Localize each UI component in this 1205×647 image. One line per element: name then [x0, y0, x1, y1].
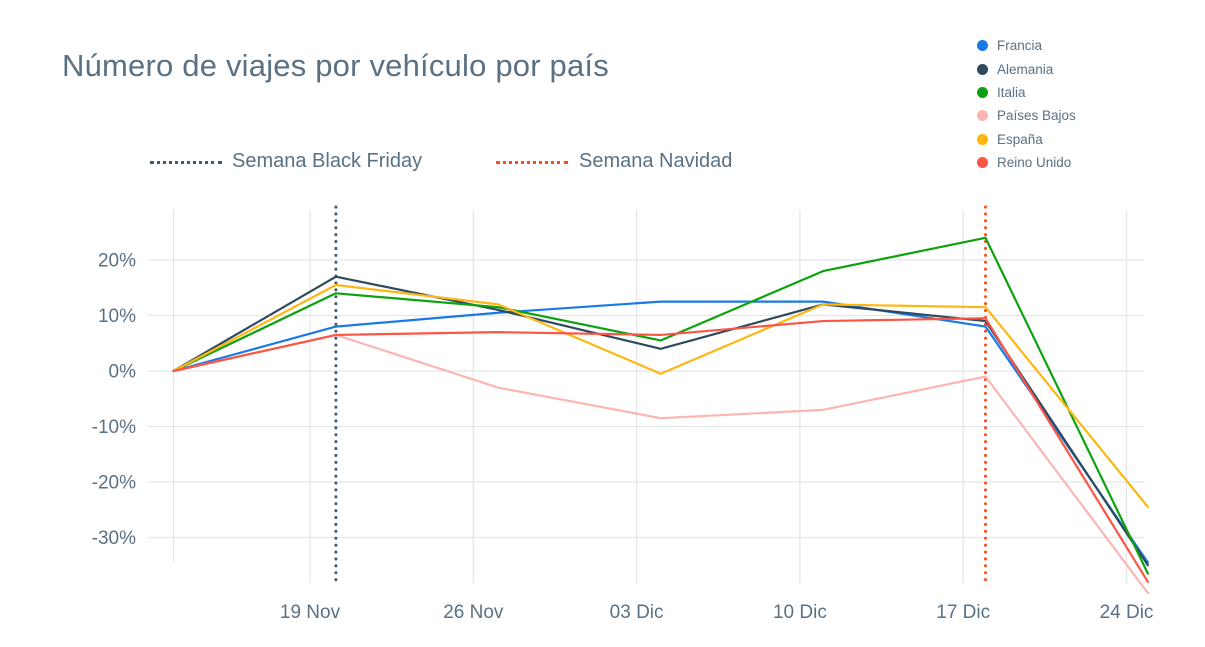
legend-label: España: [997, 131, 1043, 147]
series-lines: [172, 236, 1150, 595]
x-axis-tick-label: 10 Dic: [773, 602, 827, 623]
y-axis-tick-label: 20%: [98, 251, 136, 272]
series-line-reino-unido: [172, 317, 1150, 584]
legend-dot-icon: [977, 133, 988, 145]
chart-title: Número de viajes por vehículo por país: [62, 48, 609, 83]
series-line-espana: [172, 283, 1150, 509]
y-axis-tick-label: -20%: [92, 473, 136, 494]
legend-label: Alemania: [997, 61, 1054, 77]
y-axis-tick-label: 10%: [98, 306, 136, 327]
legend-label: Reino Unido: [997, 155, 1072, 171]
annotation-dotted-line-icon: [496, 161, 568, 164]
x-axis-tick-label: 24 Dic: [1100, 602, 1154, 623]
series-line-italia: [172, 236, 1150, 575]
legend-label: Francia: [997, 38, 1043, 54]
annotation-lines: [334, 205, 987, 586]
x-axis-tick-label: 26 Nov: [443, 602, 504, 623]
legend-dot-icon: [977, 157, 988, 169]
legend-item-espana: España: [977, 128, 1076, 151]
annotation-label-semana-black-friday: Semana Black Friday: [232, 150, 423, 172]
legend-item-alemania: Alemania: [977, 57, 1076, 80]
annotation-dotted-line-icon: [150, 161, 222, 164]
vertical-gridlines: [172, 210, 1128, 583]
annotation-legend: Semana Black Friday Semana Navidad: [0, 150, 1205, 176]
y-axis-labels: 20% 10% 0% -10% -20% -30%: [92, 251, 136, 550]
legend-label: Italia: [997, 84, 1026, 100]
annotation-label-semana-navidad: Semana Navidad: [579, 150, 733, 172]
legend-item-reino-unido: Reino Unido: [977, 151, 1076, 174]
legend-dot-icon: [977, 110, 988, 122]
series-line-alemania: [172, 275, 1150, 567]
legend-dot-icon: [977, 86, 988, 98]
y-axis-tick-label: -30%: [92, 528, 136, 549]
x-axis-tick-label: 03 Dic: [610, 602, 664, 623]
horizontal-gridlines: [148, 259, 1144, 539]
legend-item-francia: Francia: [977, 34, 1076, 57]
legend-item-italia: Italia: [977, 81, 1076, 104]
legend-label: Países Bajos: [997, 108, 1076, 124]
x-axis-tick-label: 17 Dic: [936, 602, 990, 623]
x-axis-labels: 19 Nov 26 Nov 03 Dic 10 Dic 17 Dic 24 Dic: [280, 602, 1154, 623]
y-axis-tick-label: 0%: [109, 362, 137, 383]
series-line-francia: [172, 300, 1150, 564]
series-legend: Francia Alemania Italia Países Bajos España R…: [977, 34, 1076, 174]
legend-dot-icon: [977, 40, 988, 52]
legend-item-paises-bajos: Países Bajos: [977, 104, 1076, 127]
y-axis-tick-label: -10%: [92, 417, 136, 438]
legend-dot-icon: [977, 63, 988, 75]
x-axis-tick-label: 19 Nov: [280, 602, 341, 623]
